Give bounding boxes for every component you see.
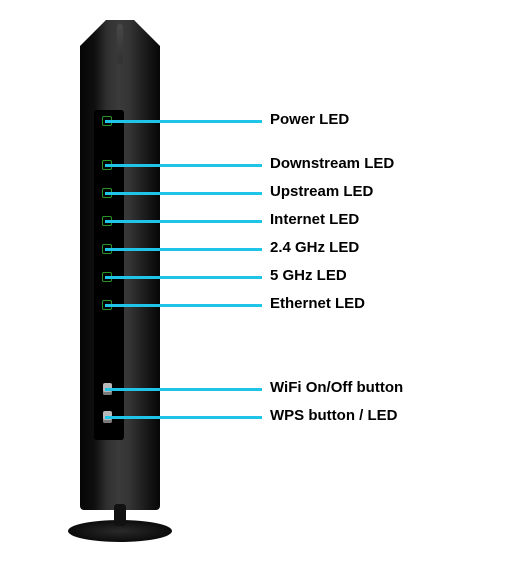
router-top-bevel-left bbox=[79, 19, 107, 47]
wps-callout-line bbox=[105, 416, 262, 419]
wifi-toggle-callout-line bbox=[105, 388, 262, 391]
router-device bbox=[60, 20, 180, 550]
router-top-ridge bbox=[117, 24, 123, 64]
wifi24-label: 2.4 GHz LED bbox=[270, 239, 359, 256]
wifi-toggle-label: WiFi On/Off button bbox=[270, 379, 403, 396]
power-label: Power LED bbox=[270, 111, 349, 128]
router-top-bevel-right bbox=[133, 19, 161, 47]
wifi24-callout-line bbox=[105, 248, 262, 251]
downstream-callout-line bbox=[105, 164, 262, 167]
internet-label: Internet LED bbox=[270, 211, 359, 228]
router-stand bbox=[60, 508, 180, 550]
internet-callout-line bbox=[105, 220, 262, 223]
ethernet-callout-line bbox=[105, 304, 262, 307]
wps-label: WPS button / LED bbox=[270, 407, 397, 424]
downstream-label: Downstream LED bbox=[270, 155, 394, 172]
upstream-callout-line bbox=[105, 192, 262, 195]
wifi5-label: 5 GHz LED bbox=[270, 267, 347, 284]
power-callout-line bbox=[105, 120, 262, 123]
upstream-label: Upstream LED bbox=[270, 183, 373, 200]
wifi5-callout-line bbox=[105, 276, 262, 279]
ethernet-label: Ethernet LED bbox=[270, 295, 365, 312]
